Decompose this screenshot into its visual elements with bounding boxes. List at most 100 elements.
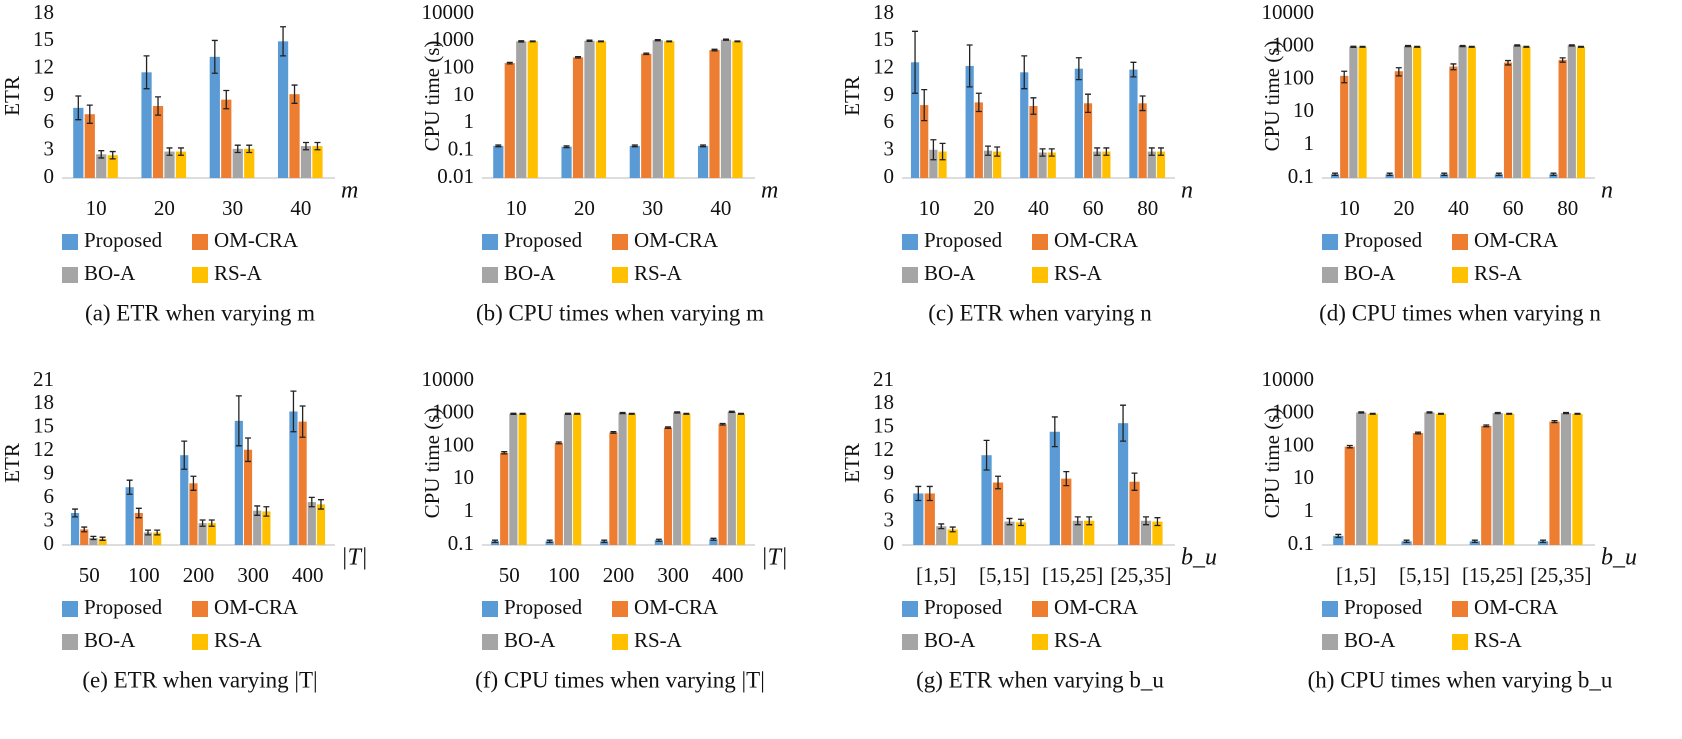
error-bar bbox=[610, 431, 617, 434]
error-bar bbox=[208, 519, 215, 527]
y-tick-label: 0.1 bbox=[1288, 531, 1314, 555]
bar bbox=[1356, 412, 1367, 545]
legend-swatch bbox=[1322, 601, 1338, 617]
x-tick-label: 40 bbox=[1028, 196, 1049, 220]
bar bbox=[1467, 46, 1476, 178]
legend-swatch bbox=[482, 234, 498, 250]
bar bbox=[663, 427, 673, 545]
y-tick-label: 9 bbox=[884, 461, 895, 485]
error-bar bbox=[555, 441, 562, 445]
bar bbox=[1481, 425, 1492, 545]
y-tick-label: 10000 bbox=[1262, 367, 1315, 391]
error-bar bbox=[1075, 57, 1082, 81]
error-bar bbox=[1359, 45, 1366, 48]
bar bbox=[253, 510, 262, 545]
bar bbox=[664, 41, 675, 179]
bar bbox=[609, 432, 618, 545]
bar bbox=[947, 529, 958, 545]
error-bar bbox=[126, 479, 133, 495]
x-axis-label: b_u bbox=[1601, 545, 1637, 571]
error-bar bbox=[711, 48, 718, 52]
x-tick-label: [25,35] bbox=[1110, 563, 1171, 587]
x-tick-label: 50 bbox=[499, 563, 520, 587]
legend-label: RS-A bbox=[1474, 628, 1523, 652]
error-bar bbox=[135, 507, 142, 519]
bar bbox=[1038, 152, 1047, 178]
error-bar bbox=[574, 412, 581, 415]
error-bar bbox=[1483, 424, 1490, 428]
bar bbox=[965, 65, 974, 178]
legend-swatch bbox=[1322, 267, 1338, 283]
bar bbox=[300, 146, 312, 178]
error-bar bbox=[495, 144, 502, 148]
legend-swatch bbox=[612, 267, 628, 283]
error-bar bbox=[1540, 539, 1547, 544]
y-tick-label: 6 bbox=[44, 109, 55, 133]
error-bar bbox=[575, 56, 582, 59]
x-tick-label: 100 bbox=[548, 563, 580, 587]
error-bar bbox=[308, 496, 315, 508]
error-bar bbox=[631, 144, 638, 148]
x-tick-label: [25,35] bbox=[1530, 563, 1591, 587]
error-bar bbox=[1341, 70, 1348, 84]
y-tick-label: 0.01 bbox=[437, 164, 474, 188]
y-tick-label: 6 bbox=[884, 109, 895, 133]
caption: (d) CPU times when varying n bbox=[1319, 300, 1601, 325]
x-tick-label: 30 bbox=[642, 196, 663, 220]
bar bbox=[732, 41, 743, 179]
legend-label: RS-A bbox=[634, 261, 683, 285]
bar bbox=[307, 502, 316, 545]
bar bbox=[1576, 46, 1586, 178]
error-bar bbox=[737, 412, 744, 415]
error-bar bbox=[601, 539, 608, 544]
bar bbox=[504, 63, 515, 178]
error-bar bbox=[1514, 44, 1521, 47]
error-bar bbox=[1346, 444, 1353, 449]
y-tick-label: 12 bbox=[33, 54, 54, 78]
legend-label: Proposed bbox=[1344, 228, 1423, 252]
legend-label: RS-A bbox=[1474, 261, 1523, 285]
error-bar bbox=[700, 144, 707, 148]
y-tick-label: 3 bbox=[44, 136, 55, 160]
x-tick-label: 200 bbox=[183, 563, 215, 587]
error-bar bbox=[984, 145, 991, 156]
y-tick-label: 1 bbox=[464, 109, 475, 133]
error-bar bbox=[949, 526, 956, 533]
error-bar bbox=[1074, 516, 1081, 526]
bar bbox=[1567, 45, 1576, 178]
x-tick-label: 10 bbox=[1339, 196, 1360, 220]
error-bar bbox=[938, 523, 945, 530]
bar bbox=[490, 541, 500, 545]
legend-label: OM-CRA bbox=[214, 228, 299, 252]
bar bbox=[134, 512, 143, 545]
bar bbox=[561, 146, 572, 178]
y-tick-label: 100 bbox=[1283, 65, 1315, 89]
bar bbox=[289, 411, 298, 545]
error-bar bbox=[1471, 539, 1478, 544]
error-bar bbox=[1550, 172, 1557, 177]
error-bar bbox=[86, 104, 93, 124]
error-bar bbox=[1441, 172, 1448, 177]
y-tick-label: 12 bbox=[33, 437, 54, 461]
error-bar bbox=[921, 88, 928, 122]
error-bar bbox=[1148, 147, 1155, 156]
bar bbox=[1435, 413, 1447, 545]
legend-swatch bbox=[1322, 234, 1338, 250]
bar bbox=[175, 151, 187, 178]
bar bbox=[563, 413, 573, 545]
bar bbox=[1469, 541, 1480, 545]
legend-swatch bbox=[902, 634, 918, 650]
error-bar bbox=[1130, 61, 1137, 78]
y-tick-label: 9 bbox=[44, 461, 55, 485]
error-bar bbox=[302, 141, 309, 151]
bar bbox=[1020, 72, 1029, 178]
error-bar bbox=[1437, 412, 1444, 415]
error-bar bbox=[734, 40, 741, 43]
bar bbox=[1349, 46, 1358, 178]
error-bar bbox=[506, 61, 513, 65]
error-bar bbox=[1006, 517, 1013, 526]
bar bbox=[981, 455, 992, 545]
error-bar bbox=[912, 30, 919, 94]
y-axis-label: CPU time (s) bbox=[1260, 41, 1284, 152]
caption: (a) ETR when varying m bbox=[85, 300, 315, 325]
